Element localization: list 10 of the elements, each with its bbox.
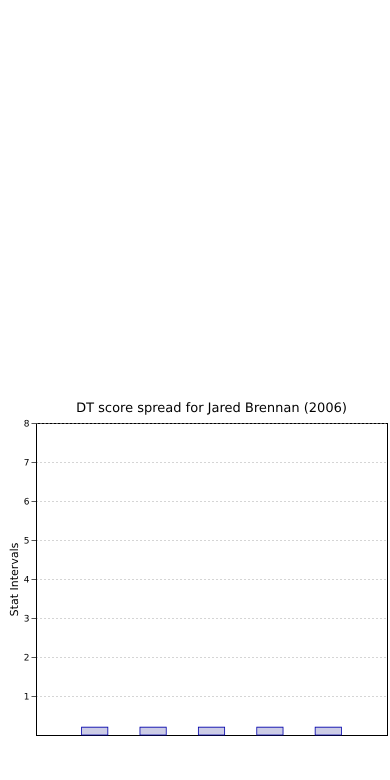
y-tick-label: 6 bbox=[24, 498, 30, 508]
y-tick-label: 4 bbox=[24, 576, 30, 586]
chart-title: DT score spread for Jared Brennan (2006) bbox=[76, 401, 347, 416]
y-tick-label: 7 bbox=[24, 458, 30, 468]
y-tick-label: 8 bbox=[24, 420, 30, 430]
y-tick-label: 3 bbox=[24, 614, 30, 624]
y-axis-title: Stat Intervals bbox=[8, 542, 21, 616]
y-tick-label: 1 bbox=[24, 692, 30, 702]
y-tick-label: 2 bbox=[24, 654, 30, 664]
y-tick-label: 5 bbox=[24, 536, 30, 546]
